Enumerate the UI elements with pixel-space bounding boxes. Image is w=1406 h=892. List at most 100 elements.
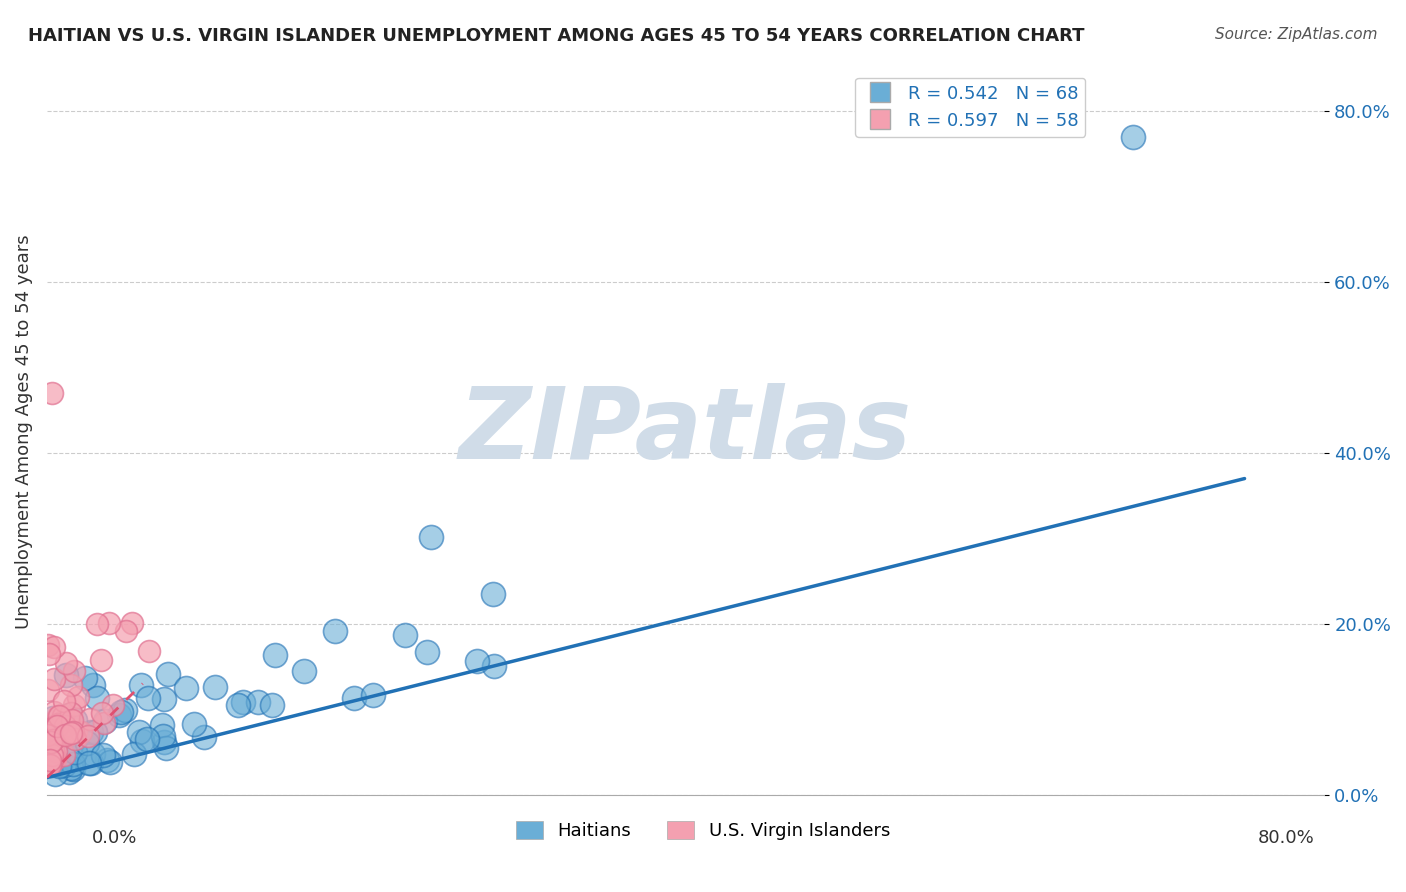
Point [44,718,66,732]
Point [262,698,284,712]
Point [66,730,89,744]
Point [246,696,269,710]
Point [82,747,104,761]
Point [59,678,82,692]
Point [342,690,364,705]
Point [110,705,132,719]
Point [45,744,67,758]
Point [136,690,159,705]
Point [41,386,63,401]
Point [264,648,287,662]
Point [323,624,346,638]
Point [62,725,84,739]
Point [42,743,65,757]
Point [97,615,120,630]
Point [44,749,66,764]
Point [42,640,65,655]
Point [42,750,65,764]
Point [58,765,80,780]
Point [361,688,384,702]
Y-axis label: Unemployment Among Ages 45 to 54 years: Unemployment Among Ages 45 to 54 years [15,235,32,629]
Point [42,751,65,765]
Point [131,734,153,748]
Point [98,755,121,769]
Point [83,724,105,739]
Point [58,707,80,722]
Point [53,728,76,742]
Point [44,767,66,781]
Point [152,735,174,749]
Point [1122,129,1144,144]
Point [52,709,75,723]
Text: Source: ZipAtlas.com: Source: ZipAtlas.com [1215,27,1378,42]
Point [58,728,80,742]
Text: ZIPatlas: ZIPatlas [460,383,912,480]
Point [94,714,117,728]
Point [91,706,114,720]
Point [62,762,84,776]
Point [42,747,65,762]
Point [39,758,62,772]
Point [114,703,136,717]
Point [80,756,103,770]
Point [38,647,60,661]
Point [41,757,63,772]
Point [70,725,93,739]
Point [80,725,103,739]
Point [49,757,72,772]
Point [46,717,69,731]
Point [63,731,86,746]
Point [44,727,66,741]
Point [62,750,84,764]
Point [59,706,82,720]
Point [76,736,98,750]
Point [155,740,177,755]
Point [150,717,173,731]
Point [52,748,75,763]
Point [90,653,112,667]
Point [82,678,104,692]
Point [128,725,150,739]
Point [156,666,179,681]
Point [76,729,98,743]
Point [482,587,505,601]
Point [55,744,77,758]
Text: 0.0%: 0.0% [91,829,136,847]
Point [232,695,254,709]
Point [60,713,83,727]
Point [226,698,249,713]
Point [101,698,124,712]
Point [52,757,75,772]
Text: HAITIAN VS U.S. VIRGIN ISLANDER UNEMPLOYMENT AMONG AGES 45 TO 54 YEARS CORRELATI: HAITIAN VS U.S. VIRGIN ISLANDER UNEMPLOY… [28,27,1084,45]
Point [108,708,131,723]
Point [484,658,506,673]
Point [41,735,63,749]
Point [42,672,65,686]
Point [37,757,59,772]
Point [135,732,157,747]
Point [59,761,82,775]
Point [129,678,152,692]
Point [138,644,160,658]
Point [42,733,65,747]
Point [39,731,62,746]
Point [62,698,84,712]
Point [79,712,101,726]
Point [114,624,136,639]
Point [38,753,60,767]
Point [42,711,65,725]
Point [38,755,60,769]
Point [55,657,77,671]
Point [93,715,115,730]
Point [77,756,100,770]
Point [37,638,59,652]
Point [48,759,70,773]
Point [394,628,416,642]
Point [152,730,174,744]
Point [45,718,67,732]
Point [416,644,439,658]
Point [65,724,87,739]
Legend: Haitians, U.S. Virgin Islanders: Haitians, U.S. Virgin Islanders [509,814,897,847]
Point [67,690,90,704]
Point [467,654,489,668]
